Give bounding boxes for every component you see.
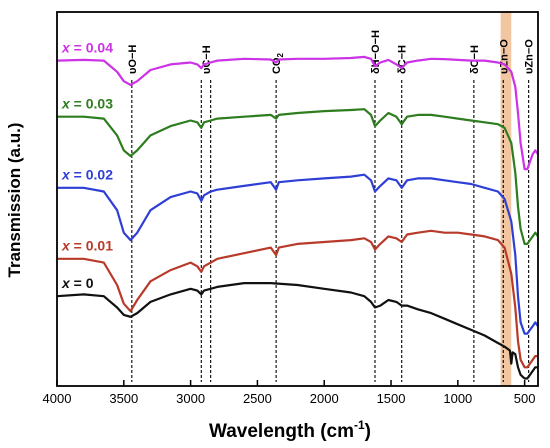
annotation-label: δC−H: [397, 45, 409, 74]
x-tick-label: 4000: [43, 391, 72, 406]
highlight-band: [500, 12, 512, 386]
series-label-value: = 0.04: [70, 39, 113, 55]
series-label: x = 0.01: [61, 238, 113, 254]
x-axis-title-main: Wavelength (cm: [209, 421, 354, 442]
series-label-value: = 0.03: [70, 95, 113, 111]
series-label-value: = 0: [70, 275, 94, 291]
annotation-label: υO−H: [127, 45, 139, 74]
annotation-label: CO2: [271, 53, 285, 75]
series-line: [56, 55, 539, 171]
x-tick-label: 1000: [443, 391, 472, 406]
x-tick-label: 2000: [310, 391, 339, 406]
series-label: x = 0: [61, 275, 94, 291]
series-label-value: = 0.01: [70, 238, 113, 254]
series-label-variable: x: [61, 238, 71, 254]
annotation-label: δH−O−H: [370, 30, 382, 74]
annotation-label: υZn−O: [524, 39, 536, 74]
annotation-label: δC−H: [469, 45, 481, 74]
x-tick-label: 1500: [377, 391, 406, 406]
series-line: [57, 173, 539, 335]
x-tick-label: 2500: [243, 391, 272, 406]
annotation-label-subscript: 2: [276, 53, 285, 58]
series-label: x = 0.03: [61, 95, 113, 111]
annotation-label: υZn−O: [498, 39, 510, 74]
x-axis-title: Wavelength (cm-1): [209, 418, 371, 442]
annotation-label: υC−H: [201, 45, 213, 74]
x-axis-title-sup: -1: [354, 418, 365, 432]
series-line: [57, 229, 538, 369]
series-label-variable: x: [61, 275, 71, 291]
x-axis-title-end: ): [365, 421, 371, 442]
series-label: x = 0.02: [61, 167, 113, 183]
x-tick-label: 3000: [176, 391, 205, 406]
series-label-value: = 0.02: [70, 167, 113, 183]
series-label-variable: x: [61, 167, 71, 183]
series-line: [57, 108, 539, 245]
y-axis-title: Transmission (a.u.): [5, 123, 24, 278]
series-label: x = 0.04: [61, 39, 113, 55]
plot-frame: [56, 11, 539, 387]
series-label-variable: x: [61, 95, 71, 111]
series-line: [56, 282, 538, 380]
x-tick-label: 500: [514, 391, 536, 406]
x-tick-label: 3500: [109, 391, 138, 406]
series-label-variable: x: [61, 39, 71, 55]
